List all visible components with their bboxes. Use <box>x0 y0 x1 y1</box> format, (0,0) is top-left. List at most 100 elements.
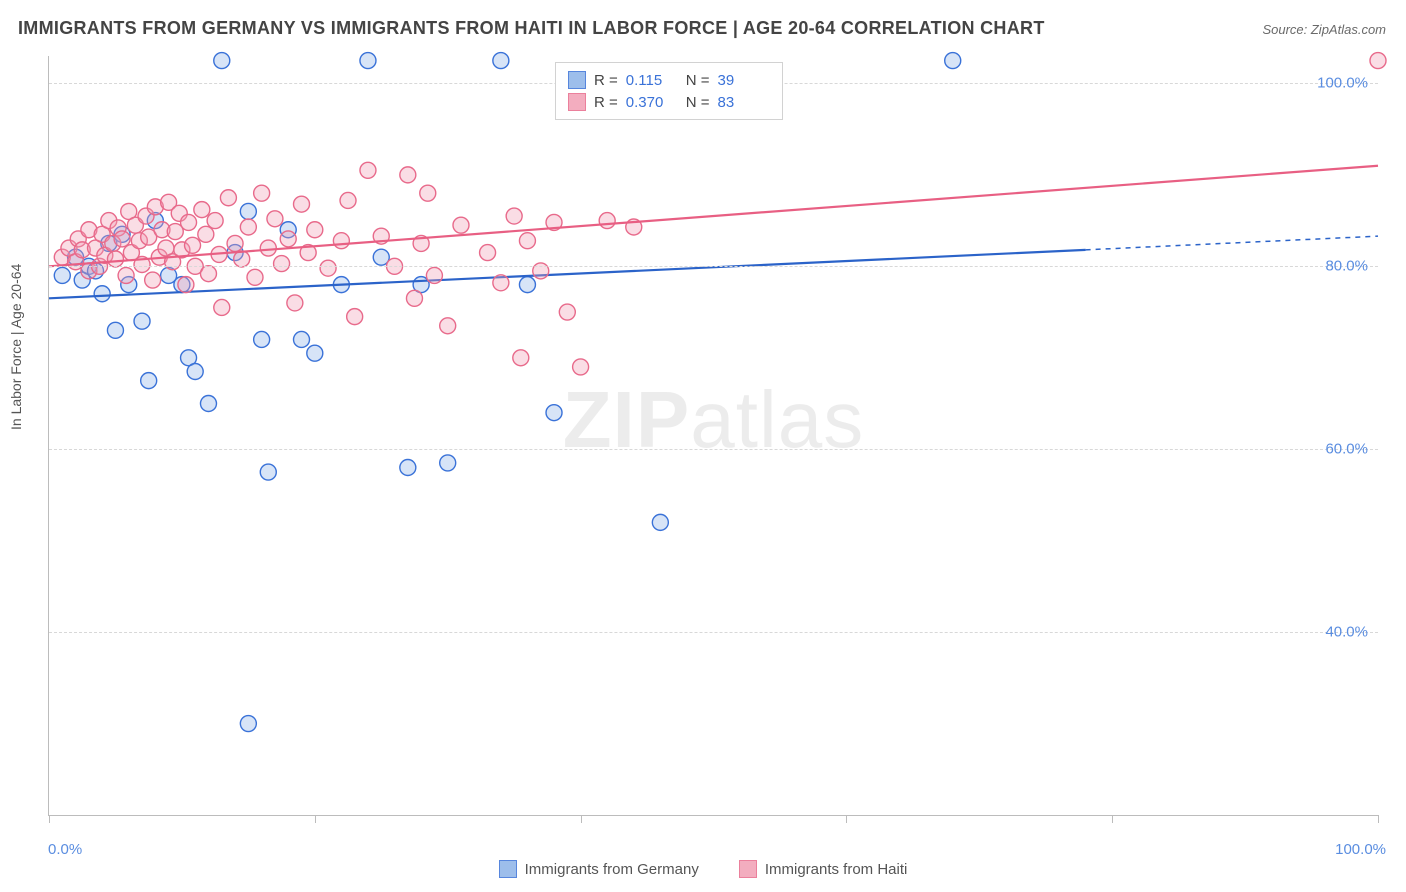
legend-item-haiti: Immigrants from Haiti <box>739 860 908 878</box>
data-point <box>280 231 296 247</box>
y-axis-label: In Labor Force | Age 20-64 <box>8 264 24 430</box>
data-point <box>54 267 70 283</box>
data-point <box>400 167 416 183</box>
n-label: N = <box>686 94 710 111</box>
legend-item-germany: Immigrants from Germany <box>499 860 699 878</box>
data-point <box>220 190 236 206</box>
gridline <box>49 632 1378 633</box>
legend-stats-row-germany: R = 0.115 N = 39 <box>568 69 770 91</box>
data-point <box>320 260 336 276</box>
data-point <box>247 269 263 285</box>
data-point <box>360 162 376 178</box>
data-point <box>453 217 469 233</box>
swatch-haiti <box>739 860 757 878</box>
y-tick-label: 100.0% <box>1317 75 1368 92</box>
legend-label-germany: Immigrants from Germany <box>525 861 699 878</box>
data-point <box>185 237 201 253</box>
data-point <box>274 256 290 272</box>
data-point <box>107 251 123 267</box>
data-point <box>227 235 243 251</box>
x-tick <box>1112 815 1113 823</box>
data-point <box>294 196 310 212</box>
data-point <box>207 213 223 229</box>
data-point <box>240 203 256 219</box>
data-point <box>198 226 214 242</box>
swatch-haiti <box>568 93 586 111</box>
data-point <box>546 405 562 421</box>
swatch-germany <box>499 860 517 878</box>
x-tick <box>1378 815 1379 823</box>
data-point <box>240 716 256 732</box>
data-point <box>513 350 529 366</box>
data-point <box>307 222 323 238</box>
x-tick-label: 100.0% <box>1335 841 1386 858</box>
data-point <box>573 359 589 375</box>
data-point <box>559 304 575 320</box>
data-point <box>599 213 615 229</box>
data-point <box>340 192 356 208</box>
data-point <box>347 309 363 325</box>
y-tick-label: 80.0% <box>1325 258 1368 275</box>
gridline <box>49 449 1378 450</box>
data-point <box>260 464 276 480</box>
legend-label-haiti: Immigrants from Haiti <box>765 861 908 878</box>
scatter-chart <box>49 56 1378 815</box>
data-point <box>94 286 110 302</box>
data-point <box>260 240 276 256</box>
legend-bottom: Immigrants from Germany Immigrants from … <box>0 860 1406 878</box>
data-point <box>187 363 203 379</box>
data-point <box>533 263 549 279</box>
y-tick-label: 60.0% <box>1325 441 1368 458</box>
data-point <box>493 53 509 69</box>
x-tick <box>846 815 847 823</box>
data-point <box>426 267 442 283</box>
data-point <box>134 313 150 329</box>
data-point <box>307 345 323 361</box>
legend-stats-box: R = 0.115 N = 39 R = 0.370 N = 83 <box>555 62 783 120</box>
n-value-haiti: 83 <box>718 94 770 111</box>
data-point <box>178 277 194 293</box>
plot-area: ZIPatlas 40.0%60.0%80.0%100.0% <box>48 56 1378 816</box>
data-point <box>114 231 130 247</box>
data-point <box>493 275 509 291</box>
y-tick-label: 40.0% <box>1325 624 1368 641</box>
data-point <box>945 53 961 69</box>
x-tick <box>581 815 582 823</box>
data-point <box>440 318 456 334</box>
data-point <box>440 455 456 471</box>
chart-title: IMMIGRANTS FROM GERMANY VS IMMIGRANTS FR… <box>18 18 1045 39</box>
data-point <box>360 53 376 69</box>
trend-line-extrapolated <box>1086 236 1378 250</box>
data-point <box>420 185 436 201</box>
data-point <box>107 322 123 338</box>
x-tick-label: 0.0% <box>48 841 82 858</box>
data-point <box>240 219 256 235</box>
data-point <box>234 251 250 267</box>
data-point <box>145 272 161 288</box>
data-point <box>254 185 270 201</box>
r-value-germany: 0.115 <box>626 72 678 89</box>
data-point <box>519 233 535 249</box>
data-point <box>406 290 422 306</box>
data-point <box>214 53 230 69</box>
gridline <box>49 266 1378 267</box>
data-point <box>294 331 310 347</box>
data-point <box>118 267 134 283</box>
n-value-germany: 39 <box>718 72 770 89</box>
data-point <box>400 460 416 476</box>
data-point <box>480 245 496 261</box>
r-label: R = <box>594 72 618 89</box>
data-point <box>333 233 349 249</box>
data-point <box>214 299 230 315</box>
r-label: R = <box>594 94 618 111</box>
data-point <box>200 266 216 282</box>
data-point <box>141 373 157 389</box>
legend-stats-row-haiti: R = 0.370 N = 83 <box>568 91 770 113</box>
swatch-germany <box>568 71 586 89</box>
data-point <box>200 395 216 411</box>
source-attribution: Source: ZipAtlas.com <box>1262 22 1386 37</box>
data-point <box>506 208 522 224</box>
data-point <box>287 295 303 311</box>
r-value-haiti: 0.370 <box>626 94 678 111</box>
data-point <box>181 214 197 230</box>
